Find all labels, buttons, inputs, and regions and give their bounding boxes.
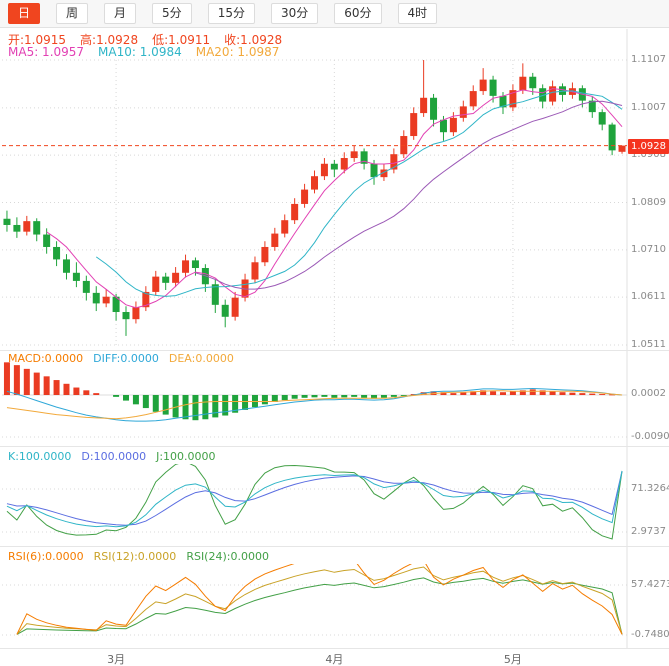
macd-header: MACD:0.0000 DIFF:0.0000 DEA:0.0000 — [8, 352, 234, 365]
ma5-value: MA5: 1.0957 — [8, 45, 85, 59]
high-value: 高:1.0928 — [80, 33, 139, 47]
price-axis-label: 1.1007 — [631, 101, 666, 113]
timeframe-tabbar: 日周月 5分 15分 30分 60分 4时 — [0, 0, 669, 28]
d-value: D:100.0000 — [81, 450, 147, 463]
price-axis-label: 1.0809 — [631, 196, 666, 208]
price-axis-label: 1.0511 — [631, 339, 666, 350]
rsi24-value: RSI(24):0.0000 — [186, 550, 269, 563]
macd-axis-label: -0.0090 — [631, 431, 669, 442]
price-axis-label: 1.0710 — [631, 243, 666, 255]
price-axis-label: 1.1107 — [631, 54, 666, 65]
close-value: 收:1.0928 — [224, 33, 283, 47]
diff-value: DIFF:0.0000 — [93, 352, 159, 365]
tab-30min[interactable]: 30分 — [270, 3, 319, 24]
macd-value: MACD:0.0000 — [8, 352, 84, 365]
rsi6-value: RSI(6):0.0000 — [8, 550, 84, 563]
tab-month[interactable]: 月 — [104, 3, 137, 24]
rsi12-value: RSI(12):0.0000 — [93, 550, 177, 563]
k-value: K:100.0000 — [8, 450, 72, 463]
tab-5min[interactable]: 5分 — [152, 3, 192, 24]
ma-row: MA5: 1.0957 MA10: 1.0984 MA20: 1.0987 — [8, 45, 279, 59]
tab-4hour[interactable]: 4时 — [397, 3, 438, 24]
kdj-axis-label: 71.3264 — [631, 483, 669, 494]
ohlc-row: 开:1.0915 高:1.0928 低:1.0911 收:1.0928 — [8, 31, 282, 48]
time-axis-label: 4月 — [325, 653, 344, 666]
j-value: J:100.0000 — [156, 450, 216, 463]
tab-week[interactable]: 周 — [56, 3, 89, 24]
tab-60min[interactable]: 60分 — [334, 3, 382, 24]
panel-divider — [0, 546, 669, 547]
panel-divider — [0, 350, 669, 351]
ma10-value: MA10: 1.0984 — [98, 45, 182, 59]
open-value: 开:1.0915 — [8, 33, 67, 47]
rsi-axis-label: 57.4273 — [631, 579, 669, 590]
rsi-header: RSI(6):0.0000 RSI(12):0.0000 RSI(24):0.0… — [8, 550, 269, 563]
tab-day[interactable]: 日 — [8, 3, 41, 24]
time-axis-label: 3月 — [107, 653, 126, 666]
low-value: 低:1.0911 — [152, 33, 211, 47]
ma20-value: MA20: 1.0987 — [195, 45, 280, 59]
tab-15min[interactable]: 15分 — [207, 3, 255, 24]
price-axis-label: 1.0908 — [631, 149, 666, 161]
macd-axis-label: 0.0002 — [631, 388, 666, 400]
kdj-header: K:100.0000 D:100.0000 J:100.0000 — [8, 450, 216, 463]
rsi-axis-label: -0.7480 — [631, 629, 669, 640]
price-axis-label: 1.0611 — [631, 291, 666, 303]
dea-value: DEA:0.0000 — [168, 352, 234, 365]
panel-divider — [0, 648, 669, 649]
last-price-badge: 1.0928 — [628, 139, 669, 154]
time-axis-label: 5月 — [503, 653, 522, 666]
kdj-axis-label: 2.9737 — [631, 526, 666, 537]
panel-divider — [0, 446, 669, 447]
